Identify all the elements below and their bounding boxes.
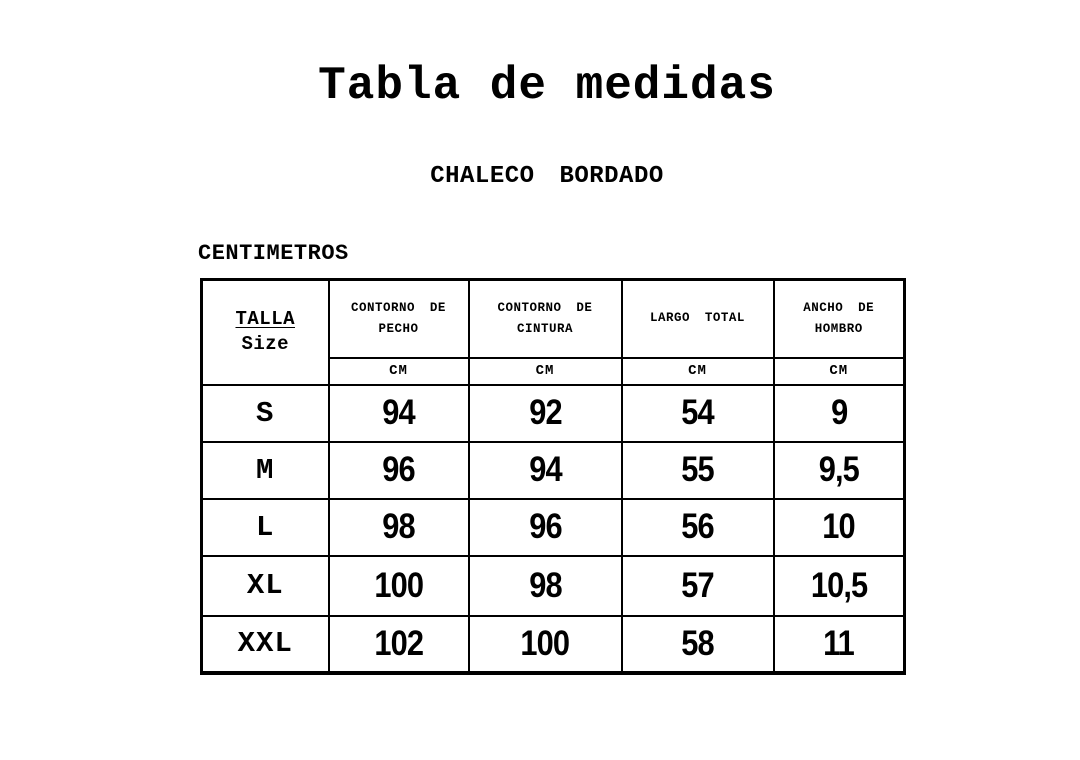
size-cell: XL [200,554,330,617]
value-text: 94 [528,450,562,489]
document-subtitle: CHALECO BORDADO [430,163,664,190]
value-text: 9 [830,393,848,432]
header-size-line: TALLA [235,307,295,330]
value-cell: 9,5 [772,440,906,500]
value-text: 58 [681,623,714,663]
size-cell: L [200,497,330,557]
value-cell: 58 [620,614,775,674]
table-unit-row: CM CM CM CM [202,356,906,386]
value-cell: 98 [327,497,470,557]
table-header-row: TALLA Size CONTORNO DE PECHO CONTORNO DE CINT… [200,278,906,386]
value-text: 54 [681,393,714,432]
header-size-line: Size [241,333,290,356]
value-cell: 98 [467,554,623,617]
header-measure-line: PECHO [378,321,419,336]
table-row: XL 100 98 57 10,5 [200,554,906,617]
value-text: 94 [382,393,415,432]
table-body: S 94 92 54 9 M 96 94 55 9,5 L 98 96 56 10 XL 100 98 57 10,5… [200,383,906,674]
value-cell: 54 [620,383,775,443]
value-text: 9,5 [818,450,860,489]
header-unit-cell: CM [327,356,470,386]
table-row: XXL 102 100 58 11 [200,614,906,674]
value-cell: 96 [327,440,470,500]
table-header: TALLA Size CONTORNO DE PECHO CONTORNO DE CINT… [200,278,906,386]
header-measure-cell: CONTORNO DE PECHO [327,278,470,359]
size-cell: M [200,440,330,500]
value-text: 96 [528,507,562,546]
value-cell: 100 [327,554,470,617]
value-cell: 94 [327,383,470,443]
table-row: L 98 96 56 10 [200,497,906,557]
value-text: 10,5 [810,565,868,605]
header-measure-line: CINTURA [516,321,573,336]
value-text: 92 [528,393,562,432]
value-cell: 57 [620,554,775,617]
page-title: Tabla de medidas [318,60,776,112]
header-measure-line: LARGO TOTAL [650,311,745,326]
unit-label: CENTIMETROS [198,241,349,266]
value-cell: 56 [620,497,775,557]
value-text: 100 [374,565,424,605]
table-row: S 94 92 54 9 [200,383,906,443]
value-text: 56 [681,507,714,546]
value-text: 55 [681,450,714,489]
header-measure-line: CONTORNO DE [351,300,446,315]
size-cell: S [200,383,330,443]
header-unit-cell: CM [772,356,906,386]
value-cell: 10 [772,497,906,557]
header-measure-cell: CONTORNO DE CINTURA [467,278,623,359]
value-cell: 55 [620,440,775,500]
value-cell: 102 [327,614,470,674]
header-measure-line: ANCHO DE [803,300,875,315]
value-text: 102 [374,623,424,663]
value-cell: 96 [467,497,623,557]
header-measure-line: CONTORNO DE [497,300,593,315]
value-cell: 10,5 [772,554,906,617]
header-size-cell: TALLA Size [200,278,330,386]
value-text: 11 [823,623,855,663]
size-cell: XXL [200,614,330,674]
value-text: 98 [528,565,562,605]
value-cell: 94 [467,440,623,500]
value-text: 98 [382,507,415,546]
header-unit-cell: CM [620,356,775,386]
header-measure-cell: ANCHO DE HOMBRO [772,278,906,359]
header-unit-cell: CM [467,356,623,386]
value-text: 96 [382,450,415,489]
value-text: 10 [822,507,856,546]
header-measure-cell: LARGO TOTAL [620,278,775,359]
value-text: 100 [520,623,571,663]
value-cell: 9 [772,383,906,443]
value-cell: 100 [467,614,623,674]
size-chart-table: TALLA Size CONTORNO DE PECHO CONTORNO DE CINT… [200,278,906,675]
header-measure-line: HOMBRO [814,321,863,336]
value-cell: 92 [467,383,623,443]
table-row: M 96 94 55 9,5 [200,440,906,500]
value-text: 57 [681,565,714,605]
value-cell: 11 [772,614,906,674]
